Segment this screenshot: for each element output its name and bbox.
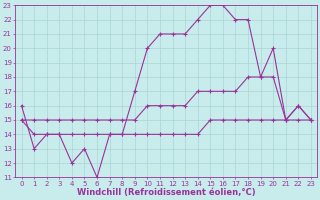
X-axis label: Windchill (Refroidissement éolien,°C): Windchill (Refroidissement éolien,°C) bbox=[77, 188, 256, 197]
